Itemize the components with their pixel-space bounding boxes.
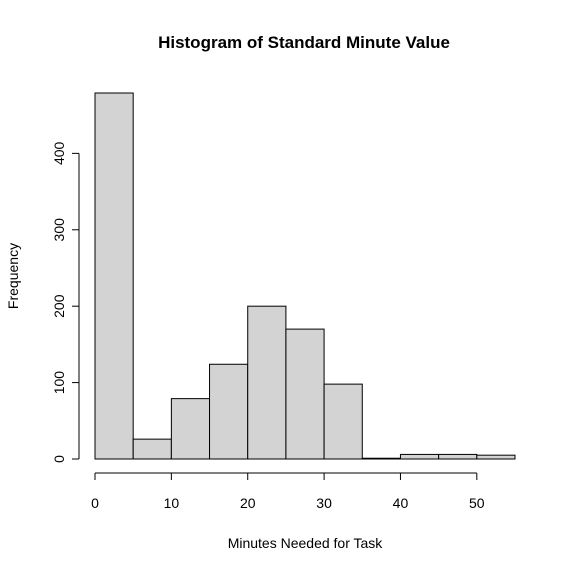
histogram-bar <box>170 398 211 460</box>
histogram-bar <box>438 453 478 460</box>
chart-title: Histogram of Standard Minute Value <box>158 33 450 52</box>
y-axis-label: Frequency <box>5 243 21 309</box>
x-tick-label: 50 <box>469 495 485 511</box>
y-tick-label: 0 <box>51 455 67 463</box>
x-tick-label: 30 <box>316 495 332 511</box>
x-axis-label: Minutes Needed for Task <box>228 535 384 551</box>
y-tick-label: 400 <box>51 141 67 165</box>
histogram-bar <box>476 454 516 460</box>
histogram-bar <box>399 453 440 460</box>
x-tick-label: 10 <box>164 495 180 511</box>
x-axis: 0 10 20 30 40 50 <box>91 472 485 511</box>
bars-group <box>94 92 516 460</box>
histogram-bar <box>361 457 401 460</box>
histogram-bar <box>285 328 325 460</box>
x-tick-label: 20 <box>240 495 256 511</box>
y-axis: 0 100 200 300 400 <box>51 141 80 463</box>
y-tick-label: 200 <box>51 294 67 318</box>
histogram-bar <box>94 92 134 460</box>
y-tick-label: 100 <box>51 371 67 395</box>
histogram-bar <box>247 305 287 460</box>
histogram-bar <box>209 363 249 460</box>
histogram-bar <box>323 383 363 460</box>
y-tick-label: 300 <box>51 218 67 242</box>
histogram-bar <box>132 438 172 460</box>
x-tick-label: 0 <box>91 495 99 511</box>
x-tick-label: 40 <box>393 495 409 511</box>
